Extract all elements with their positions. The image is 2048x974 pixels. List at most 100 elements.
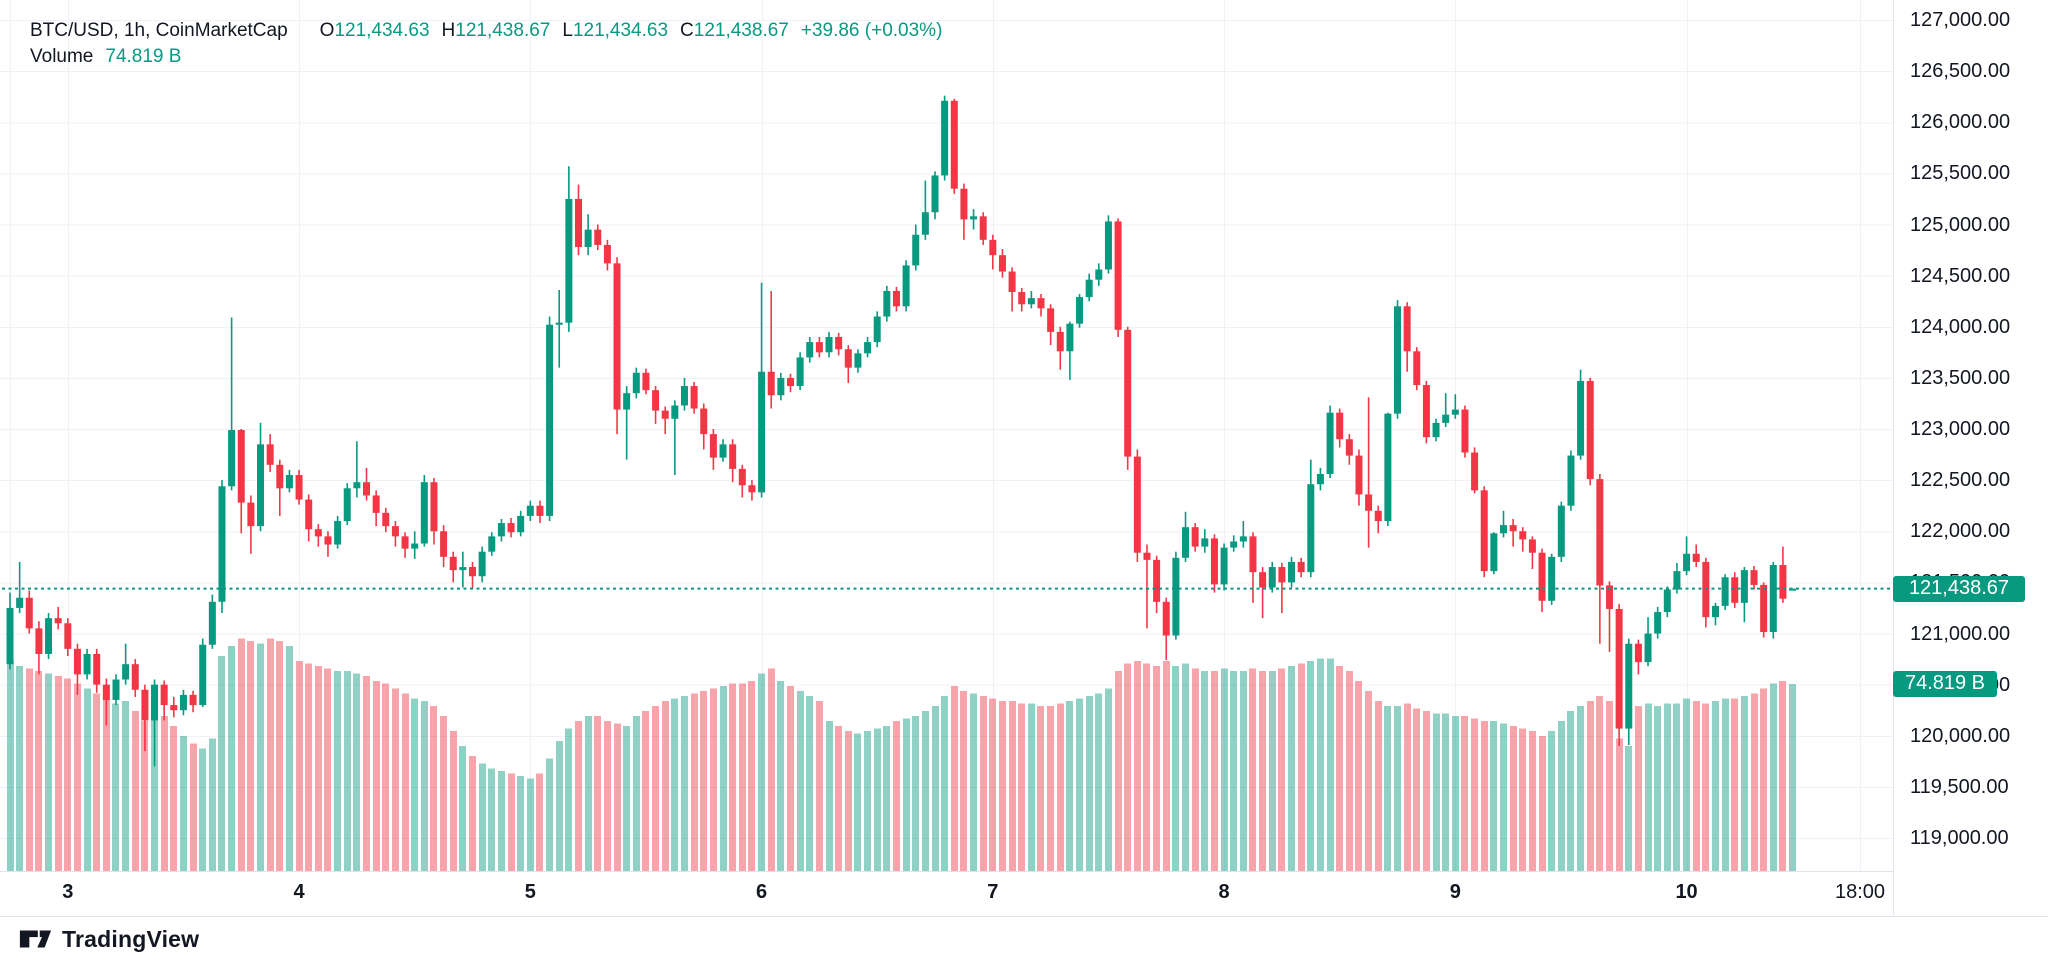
volume-bar (1086, 696, 1093, 871)
candle (623, 386, 631, 460)
volume-bar (363, 676, 370, 871)
candle-body (488, 536, 496, 552)
candle-body (1268, 567, 1276, 588)
time-axis[interactable]: 3 4 5 6 7 8 9 10 18:00 (0, 871, 2048, 917)
candle (83, 648, 91, 680)
candle (459, 551, 467, 588)
volume-bar (161, 716, 168, 871)
candle (1249, 532, 1257, 603)
candle (1008, 267, 1016, 312)
candle (738, 464, 746, 498)
candle (1461, 405, 1469, 458)
candle-body (73, 648, 81, 675)
candle (786, 373, 794, 393)
candle (401, 532, 409, 558)
volume-bar (1635, 706, 1642, 871)
candle (1596, 473, 1604, 644)
candle-body (1442, 414, 1450, 423)
volume-bar (1009, 701, 1016, 871)
price-axis[interactable]: 127,000.00 126,500.00 126,000.00 125,500.00… (1893, 0, 2048, 915)
volume-bar (190, 743, 197, 871)
candle (931, 171, 939, 220)
time-axis-label: 10 (1675, 881, 1698, 903)
chart-canvas[interactable] (0, 0, 2048, 915)
volume-bar (1327, 658, 1334, 871)
volume-bar (1567, 711, 1574, 871)
close-label: C (680, 20, 694, 41)
candle-body (1538, 552, 1546, 601)
candle (1374, 505, 1382, 534)
volume-bar (1105, 688, 1112, 871)
candle-body (1259, 572, 1267, 588)
candle (1114, 218, 1122, 337)
volume-bar (1307, 661, 1314, 871)
candle-body (912, 234, 920, 266)
candle-body (1557, 505, 1565, 557)
volume-bar (35, 671, 42, 871)
candle (1172, 551, 1180, 640)
volume-bar (1259, 671, 1266, 871)
candle-body (1615, 608, 1623, 729)
candle-body (16, 597, 24, 608)
candle (285, 469, 293, 493)
candle-body (1692, 553, 1700, 562)
volume-bar (565, 728, 572, 871)
candle-body (1663, 589, 1671, 613)
candle (1577, 369, 1585, 460)
volume-bar (1751, 693, 1758, 871)
candle-body (1740, 570, 1748, 603)
volume-bar (1163, 661, 1170, 871)
candle-body (680, 386, 688, 406)
candle (1750, 566, 1758, 590)
candle-body (343, 488, 351, 522)
candle (430, 478, 438, 545)
candle (507, 517, 515, 538)
candle-body (1471, 452, 1479, 491)
volume-bar (1442, 713, 1449, 871)
candle (835, 332, 843, 356)
candle-body (1548, 556, 1556, 601)
candle (700, 403, 708, 450)
candle-body (1673, 571, 1681, 590)
volume-bar (267, 638, 274, 871)
candle (767, 290, 775, 409)
candle (1095, 263, 1103, 286)
candle-body (594, 229, 602, 245)
candle-body (1500, 525, 1508, 534)
candle (989, 234, 997, 270)
candle (208, 594, 216, 649)
volume-bar (1539, 736, 1546, 871)
candle (574, 184, 582, 256)
candle-body (1326, 412, 1334, 474)
candle (1076, 294, 1084, 328)
candle (1711, 602, 1719, 626)
chart-pane[interactable] (0, 0, 1893, 871)
candle-body (305, 499, 313, 530)
candle-body (1239, 536, 1247, 542)
candle-body (1133, 456, 1141, 553)
volume-bar (1278, 668, 1285, 871)
candle (1162, 597, 1170, 661)
candle-body (1432, 422, 1440, 438)
candle-body (1191, 527, 1199, 547)
candle (1413, 347, 1421, 391)
volume-bar (392, 688, 399, 871)
candle (1355, 449, 1363, 506)
candle (314, 524, 322, 547)
volume-bar (594, 716, 601, 871)
time-axis-label: 3 (62, 881, 74, 903)
price-axis-label: 122,500.00 (1910, 469, 2011, 492)
tradingview-attribution-link[interactable]: TradingView (18, 925, 199, 953)
candle (960, 183, 968, 240)
high-label: H (441, 20, 456, 41)
candle (796, 352, 804, 391)
volume-bar (922, 711, 929, 871)
candle (652, 386, 660, 424)
candle-body (102, 684, 110, 700)
candle (1586, 377, 1594, 486)
volume-bar (903, 718, 910, 871)
candle (1683, 536, 1691, 576)
candle-body (45, 618, 53, 654)
candle (671, 400, 679, 476)
